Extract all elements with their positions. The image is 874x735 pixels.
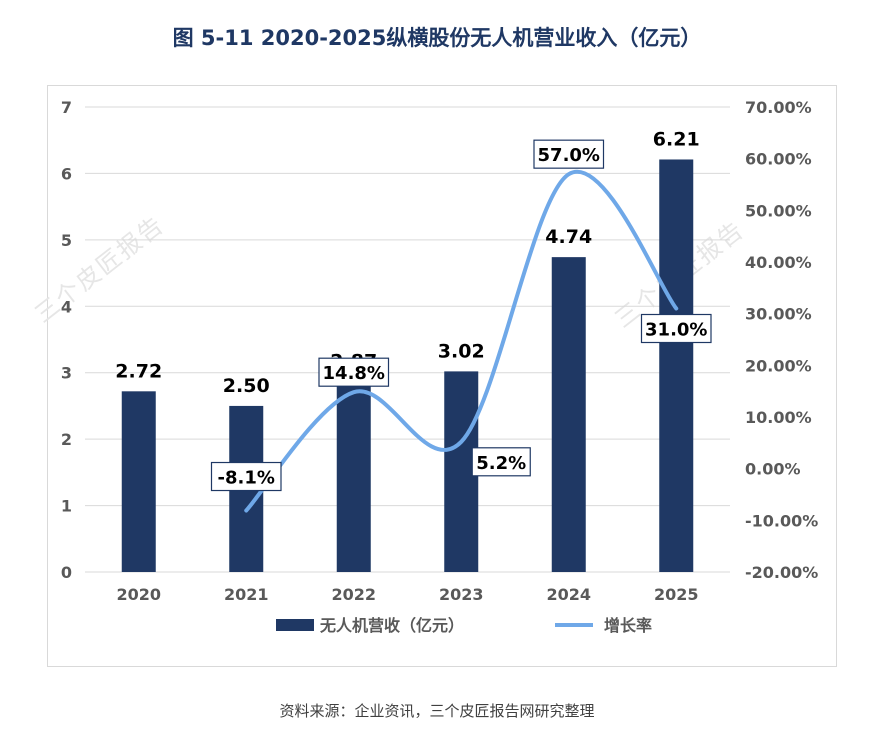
data-labels: 2.722.502.873.024.746.21-8.1%14.8%5.2%57… — [115, 128, 712, 492]
y-right-tick-label: 60.00% — [745, 150, 812, 169]
y-right-tick-label: 0.00% — [745, 460, 801, 479]
growth-label-box — [533, 139, 605, 169]
bar — [659, 159, 694, 572]
x-tick-label: 2024 — [546, 585, 591, 604]
axes: 0 1 2 3 4 5 6 7 -20.00% -10.00% 0.00% 10.00% 20.00% 3… — [61, 98, 818, 604]
y-left-tick-label: 6 — [61, 164, 72, 183]
y-right-tick-label: 30.00% — [745, 305, 812, 324]
bar-value-label: 4.74 — [545, 226, 592, 248]
y-right-tick-label: -20.00% — [745, 563, 818, 582]
y-right-tick-label: 40.00% — [745, 253, 812, 272]
growth-value-label: 5.2% — [476, 453, 526, 474]
bar-value-label: 2.50 — [223, 375, 270, 397]
growth-line-series — [244, 169, 679, 513]
chart-frame — [47, 85, 837, 667]
source-note: 资料来源：企业资讯，三个皮匠报告网研究整理 — [279, 702, 595, 720]
growth-line — [244, 169, 679, 513]
growth-value-label: 31.0% — [645, 320, 707, 341]
y-left-tick-label: 3 — [61, 364, 72, 383]
y-left-tick-label: 4 — [61, 297, 72, 316]
bar — [121, 391, 156, 572]
y-right-tick-label: 50.00% — [745, 201, 812, 220]
legend-bar-swatch — [276, 619, 314, 631]
growth-label-box — [318, 357, 390, 387]
chart-title: 图 5-11 2020-2025纵横股份无人机营业收入（亿元） — [172, 26, 702, 50]
x-tick-label: 2023 — [439, 585, 484, 604]
y-left-tick-label: 2 — [61, 430, 72, 449]
bar — [551, 257, 586, 572]
y-right-tick-label: 20.00% — [745, 356, 812, 375]
growth-label-box — [640, 313, 712, 344]
growth-value-label: 14.8% — [323, 363, 385, 384]
x-tick-label: 2020 — [116, 585, 161, 604]
growth-value-label: -8.1% — [218, 468, 275, 489]
y-left-tick-label: 0 — [61, 563, 72, 582]
bar — [336, 381, 371, 572]
y-right-tick-label: -10.00% — [745, 511, 818, 530]
growth-label-box — [210, 461, 282, 492]
legend-bar-label: 无人机营收（亿元） — [319, 616, 464, 635]
y-right-tick-label: 70.00% — [745, 98, 812, 117]
growth-value-label: 57.0% — [538, 145, 600, 166]
y-left-tick-label: 7 — [61, 98, 72, 117]
bar-value-label: 3.02 — [438, 340, 485, 362]
bar-series — [121, 159, 694, 572]
y-right-tick-label: 10.00% — [745, 408, 812, 427]
x-tick-label: 2022 — [331, 585, 376, 604]
gridlines — [85, 106, 730, 573]
growth-label-box — [471, 447, 531, 477]
x-tick-label: 2025 — [654, 585, 699, 604]
bar-value-label: 2.72 — [115, 360, 162, 382]
legend-line-label: 增长率 — [604, 616, 652, 635]
x-tick-label: 2021 — [224, 585, 269, 604]
y-left-tick-label: 5 — [61, 231, 72, 250]
bar-value-label: 6.21 — [653, 128, 700, 150]
legend: 无人机营收（亿元） 增长率 — [276, 616, 652, 635]
y-left-tick-label: 1 — [61, 497, 72, 516]
